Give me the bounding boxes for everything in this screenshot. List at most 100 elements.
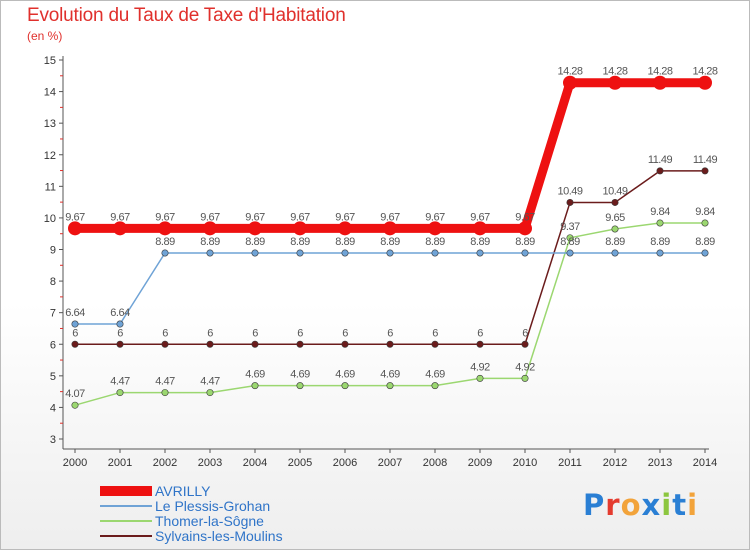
data-label-plessis: 8.89 (335, 236, 355, 248)
chart-title: Evolution du Taux de Taxe d'Habitation (27, 5, 346, 26)
x-tick-label: 2012 (603, 457, 627, 469)
data-point-thomer (701, 219, 709, 227)
data-point-avrilly (68, 221, 82, 236)
proxiti-logo: Proxiti (583, 488, 698, 522)
x-tick-label: 2000 (63, 457, 87, 469)
data-point-avrilly (473, 221, 487, 236)
data-label-sylvains: 6 (432, 327, 438, 339)
legend-item-sylvains: Sylvains-les-Moulins (100, 528, 360, 544)
data-point-avrilly (338, 221, 352, 236)
legend: AVRILLY Le Plessis-Grohan Thomer-la-Sôgn… (100, 483, 360, 544)
data-label-thomer: 4.69 (380, 369, 400, 381)
data-label-avrilly: 14.28 (557, 66, 582, 78)
data-label-avrilly: 9.67 (335, 211, 355, 223)
data-point-sylvains (611, 198, 619, 206)
legend-item-thomer: Thomer-la-Sôgne (100, 513, 360, 529)
data-label-thomer: 9.84 (650, 206, 670, 218)
data-label-plessis: 8.89 (605, 236, 625, 248)
data-label-thomer: 4.69 (425, 369, 445, 381)
legend-swatch-avrilly (100, 486, 152, 496)
data-label-avrilly: 14.28 (602, 66, 627, 78)
data-point-thomer (71, 401, 79, 409)
data-point-sylvains (206, 340, 214, 348)
logo-letter: r (605, 488, 621, 522)
y-tick-label: 14 (44, 87, 56, 99)
data-label-plessis: 8.89 (290, 236, 310, 248)
data-label-avrilly: 9.67 (110, 211, 130, 223)
logo-letter: t (672, 488, 688, 522)
data-label-thomer: 4.47 (155, 376, 175, 388)
legend-swatch-plessis (100, 505, 152, 507)
data-point-thomer (161, 389, 169, 397)
data-point-thomer (566, 234, 574, 242)
data-point-thomer (386, 382, 394, 390)
chart-subtitle: (en %) (27, 29, 63, 43)
data-point-avrilly (158, 221, 172, 236)
y-tick-label: 4 (50, 402, 56, 414)
data-point-sylvains (431, 340, 439, 348)
data-point-plessis (431, 249, 439, 257)
data-point-plessis (206, 249, 214, 257)
data-label-plessis: 8.89 (650, 236, 670, 248)
data-point-sylvains (386, 340, 394, 348)
data-label-plessis: 8.89 (245, 236, 265, 248)
data-point-avrilly (203, 221, 217, 236)
data-label-avrilly: 9.67 (65, 211, 85, 223)
data-point-plessis (521, 249, 529, 257)
x-tick-label: 2008 (423, 457, 447, 469)
legend-item-plessis: Le Plessis-Grohan (100, 498, 360, 514)
y-tick-label: 3 (50, 434, 56, 446)
data-label-sylvains: 6 (342, 327, 348, 339)
data-point-thomer (206, 389, 214, 397)
data-label-sylvains: 6 (252, 327, 258, 339)
data-point-plessis (701, 249, 709, 257)
logo-letter: o (620, 488, 642, 522)
data-label-sylvains: 6 (477, 327, 483, 339)
data-point-plessis (71, 320, 79, 328)
y-tick-label: 5 (50, 371, 56, 383)
x-tick-label: 2014 (693, 457, 717, 469)
data-point-plessis (386, 249, 394, 257)
data-label-avrilly: 9.67 (515, 211, 535, 223)
data-label-sylvains: 6 (387, 327, 393, 339)
data-point-plessis (566, 249, 574, 257)
legend-label-plessis: Le Plessis-Grohan (155, 498, 271, 514)
logo-letter: i (661, 488, 673, 522)
data-label-plessis: 8.89 (695, 236, 715, 248)
data-point-thomer (611, 225, 619, 233)
data-point-sylvains (701, 167, 709, 175)
y-tick-label: 12 (44, 150, 56, 162)
y-tick-label: 8 (50, 276, 56, 288)
data-point-sylvains (566, 198, 574, 206)
legend-swatch-sylvains (100, 535, 152, 537)
data-label-avrilly: 9.67 (245, 211, 265, 223)
data-label-avrilly: 9.67 (155, 211, 175, 223)
data-point-avrilly (518, 221, 532, 236)
data-point-avrilly (293, 221, 307, 236)
data-label-sylvains: 6 (117, 327, 123, 339)
x-tick-label: 2004 (243, 457, 267, 469)
y-tick-label: 6 (50, 339, 56, 351)
logo-letter: x (641, 488, 662, 522)
data-label-sylvains: 11.49 (648, 154, 673, 166)
data-label-avrilly: 14.28 (692, 66, 717, 78)
legend-label-sylvains: Sylvains-les-Moulins (155, 528, 283, 544)
data-label-avrilly: 9.67 (200, 211, 220, 223)
legend-item-avrilly: AVRILLY (100, 483, 360, 499)
data-label-thomer: 4.69 (335, 369, 355, 381)
data-label-plessis: 8.89 (425, 236, 445, 248)
x-tick-label: 2009 (468, 457, 492, 469)
data-label-plessis: 8.89 (560, 236, 580, 248)
data-label-thomer: 4.92 (470, 361, 490, 373)
data-point-plessis (251, 249, 259, 257)
x-tick-label: 2001 (108, 457, 132, 469)
data-point-avrilly (113, 221, 127, 236)
data-point-avrilly (653, 75, 667, 90)
logo-letter: P (583, 488, 606, 522)
legend-label-thomer: Thomer-la-Sôgne (155, 513, 264, 529)
data-label-thomer: 4.69 (290, 369, 310, 381)
legend-label-avrilly: AVRILLY (155, 483, 211, 499)
data-point-sylvains (71, 340, 79, 348)
data-point-plessis (656, 249, 664, 257)
data-label-sylvains: 10.49 (557, 185, 582, 197)
